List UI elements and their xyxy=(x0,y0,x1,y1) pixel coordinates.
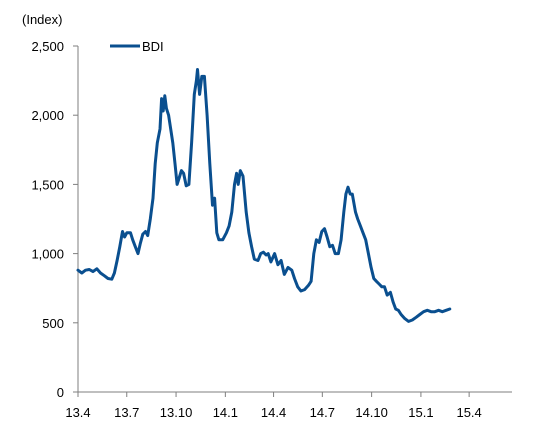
y-unit-label: (Index) xyxy=(22,12,62,27)
x-tick-label: 15.4 xyxy=(456,405,481,420)
x-tick-label: 14.7 xyxy=(310,405,335,420)
x-tick-label: 13.7 xyxy=(114,405,139,420)
series-line-bdi xyxy=(76,68,452,323)
x-tick-label: 14.10 xyxy=(355,405,388,420)
x-tick-label: 14.1 xyxy=(213,405,238,420)
y-tick-label: 2,500 xyxy=(31,39,64,54)
x-tick-label: 13.4 xyxy=(65,405,90,420)
y-tick-label: 0 xyxy=(57,385,64,400)
series-layer xyxy=(76,68,452,323)
y-tick-label: 1,000 xyxy=(31,247,64,262)
y-tick-label: 1,500 xyxy=(31,177,64,192)
y-tick-label: 500 xyxy=(42,316,64,331)
x-tick-label: 15.1 xyxy=(408,405,433,420)
x-tick-label: 14.4 xyxy=(261,405,286,420)
y-axis: 0 500 1,000 1,500 2,000 2,500 xyxy=(31,39,79,400)
legend-label: BDI xyxy=(142,39,164,54)
x-axis: 13.4 13.7 13.10 14.1 14.4 14.7 14.10 15.1 15.4 xyxy=(65,391,512,420)
y-tick-label: 2,000 xyxy=(31,108,64,123)
x-tick-label: 13.10 xyxy=(160,405,193,420)
legend: BDI xyxy=(110,39,164,54)
